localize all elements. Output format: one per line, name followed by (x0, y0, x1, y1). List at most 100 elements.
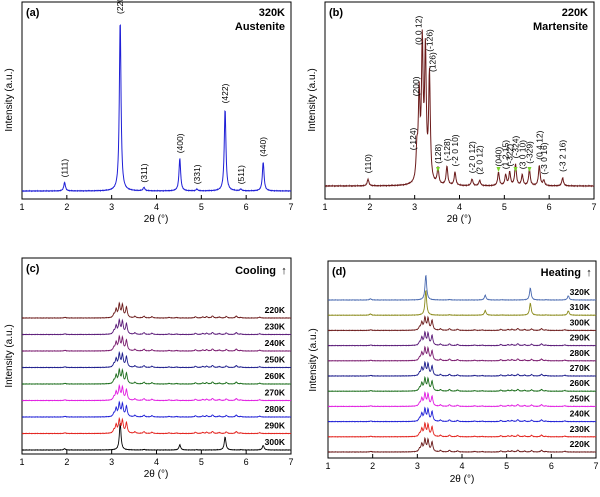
peak-label: (-324) (511, 136, 521, 159)
series-line-300K (21, 422, 292, 451)
series-line-270K (327, 360, 597, 377)
peak-label: (-124) (408, 127, 418, 150)
temperature-label: 270K (265, 388, 286, 398)
peak-marker-icon (435, 167, 440, 172)
x-tick-label: 4 (459, 461, 464, 471)
temperature-label: 300K (265, 437, 286, 447)
series-line-220K (324, 29, 595, 188)
temperature-label: 220K (570, 439, 591, 449)
x-tick-label: 7 (593, 461, 598, 471)
peak-label: (0 4 12) (534, 130, 544, 159)
series-line-290K (21, 416, 292, 435)
temperature-label: 310K (570, 302, 591, 312)
panel-a-temperature: 320K (259, 7, 285, 19)
panel-c-label: (c) (26, 263, 40, 275)
peak-label: (511) (236, 165, 246, 184)
peak-label: (331) (192, 164, 202, 184)
temperature-label: 280K (265, 404, 286, 414)
temperature-label: 240K (570, 409, 591, 419)
temperature-label: 230K (570, 424, 591, 434)
peak-marker-icon (527, 167, 532, 172)
x-tick-label: 3 (109, 202, 114, 212)
series-line-240K (21, 334, 292, 352)
peak-label: (-322) (505, 144, 515, 167)
x-tick-label: 7 (591, 202, 596, 212)
peak-label: (-126) (424, 29, 434, 52)
panel-c-arrow-icon: ↑ (281, 265, 287, 277)
x-tick-label: 2 (370, 461, 375, 471)
x-tick-label: 6 (244, 457, 249, 467)
x-tick-label: 1 (325, 461, 330, 471)
panel-c-xlabel: 2θ (°) (144, 469, 169, 480)
peak-label: (311) (139, 163, 149, 182)
peak-label: (422) (220, 83, 230, 103)
panel-a-ylabel: Intensity (a.u.) (4, 68, 15, 131)
panel-d-heating: 1 2 3 4 5 6 7 220K 230K 240K 250K 260K 270K 280K 290K… (308, 260, 599, 485)
x-tick-label: 4 (154, 202, 159, 212)
x-tick-label: 2 (64, 202, 69, 212)
panel-a-phase: Austenite (235, 21, 285, 33)
panel-c-frame (21, 257, 292, 455)
peak-label: (1 2 15) (501, 140, 511, 169)
x-tick-label: 1 (322, 202, 327, 212)
panel-b-ylabel: Intensity (a.u.) (307, 68, 318, 131)
x-tick-label: 2 (367, 202, 372, 212)
series-line-250K (327, 391, 597, 408)
series-line-300K (327, 315, 597, 332)
peak-label: (040) (494, 146, 504, 166)
x-tick-label: 3 (412, 202, 417, 212)
panel-a-label: (a) (26, 7, 40, 19)
x-tick-label: 6 (244, 202, 249, 212)
x-tick-label: 4 (154, 457, 159, 467)
peak-label: (0 0 12) (413, 16, 423, 45)
temperature-label: 220K (265, 305, 286, 315)
temperature-label: 290K (265, 421, 286, 431)
x-tick-label: 5 (502, 202, 507, 212)
temperature-label: 230K (265, 322, 286, 332)
peak-label: (-2 0 12) (467, 141, 477, 173)
panel-b-phase: Martensite (533, 21, 588, 33)
temperature-label: 250K (265, 355, 286, 365)
panel-d-arrow-icon: ↑ (586, 267, 592, 279)
panel-b-temperature: 220K (562, 7, 588, 19)
temperature-label: 260K (265, 371, 286, 381)
series-line-230K (21, 317, 292, 336)
series-line-230K (327, 421, 597, 438)
panel-c-cooling: 1 2 3 4 5 6 7 300K 290K 280K 270K 260K 250K 240K 230K… (4, 257, 294, 480)
temperature-label: 320K (570, 287, 591, 297)
panel-a-xlabel: 2θ (°) (144, 214, 169, 225)
peak-label: (2 0 12) (475, 145, 485, 174)
x-tick-label: 3 (415, 461, 420, 471)
temperature-label: 250K (570, 393, 591, 403)
x-tick-label: 1 (19, 457, 24, 467)
panel-d-ylabel: Intensity (a.u.) (308, 328, 319, 391)
panel-d-label: (d) (332, 266, 346, 278)
panel-a-austenite: 1 2 3 4 5 6 7 (111) (220) (311) (400) (331) (422) (5… (4, 0, 294, 225)
panel-d-frame (327, 260, 597, 459)
peak-label: (-128) (442, 138, 452, 161)
x-tick-label: 6 (549, 461, 554, 471)
x-tick-label: 3 (109, 457, 114, 467)
peak-label: (111) (60, 159, 70, 178)
series-line-250K (21, 350, 292, 369)
series-line-270K (21, 383, 292, 402)
series-line-280K (327, 345, 597, 362)
series-line-240K (327, 406, 597, 423)
peak-label: (-3 2 16) (558, 140, 568, 172)
panel-d-xlabel: 2θ (°) (450, 474, 475, 485)
temperature-label: 290K (570, 333, 591, 343)
series-line-220K (327, 436, 597, 453)
peak-label: (126) (428, 52, 438, 72)
series-line-280K (21, 400, 292, 418)
x-tick-label: 5 (199, 457, 204, 467)
peak-label: (200) (411, 76, 421, 96)
x-tick-label: 7 (288, 457, 293, 467)
peak-label: (-3 0 16) (539, 142, 549, 174)
panel-b-xlabel: 2θ (°) (447, 214, 472, 225)
peak-label: (-2 0 10) (450, 134, 460, 166)
peak-label: (110) (363, 154, 373, 173)
series-line-260K (327, 375, 597, 393)
peak-marker-icon (496, 167, 501, 172)
temperature-label: 270K (570, 363, 591, 373)
x-tick-label: 1 (19, 202, 24, 212)
